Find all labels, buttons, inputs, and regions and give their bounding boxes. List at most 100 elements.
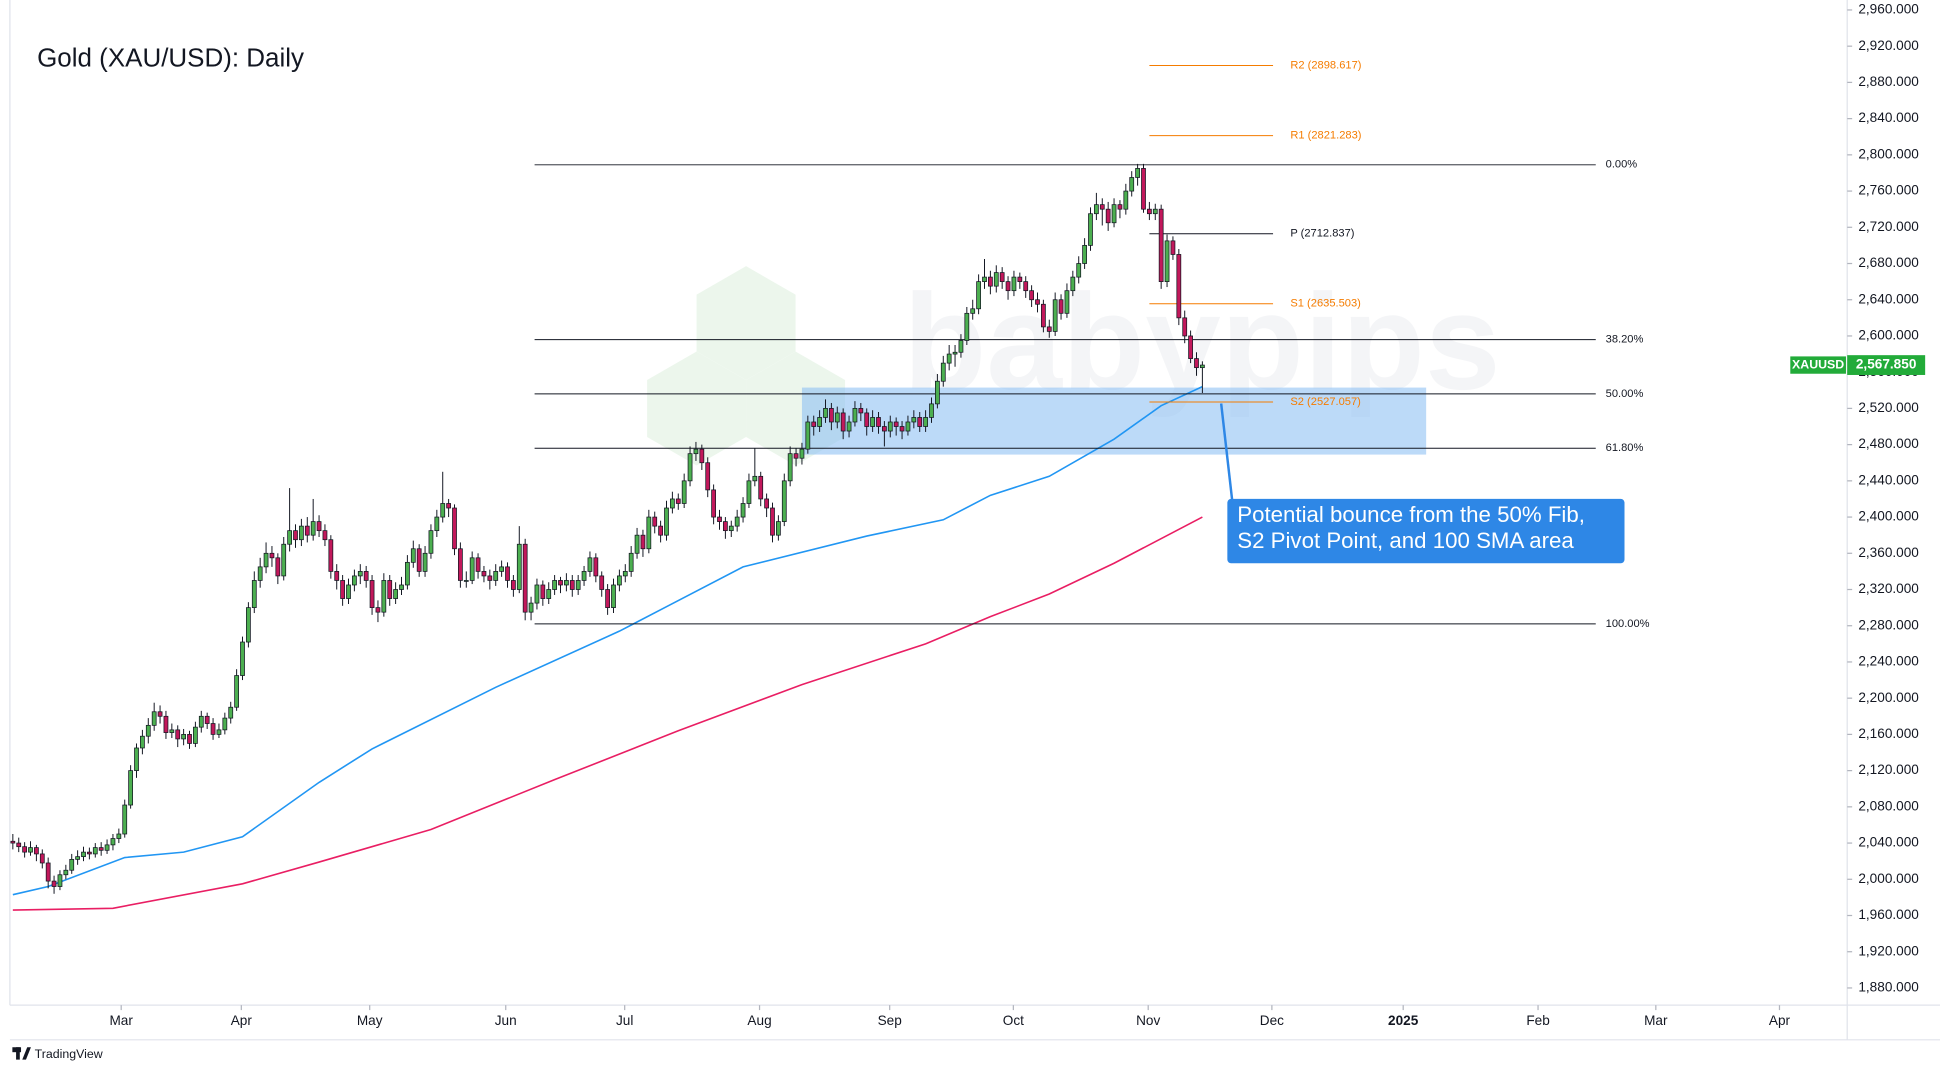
chart-title: Gold (XAU/USD): Daily: [37, 42, 304, 72]
x-tick-label: 2025: [1388, 1013, 1419, 1028]
candle-body: [204, 715, 210, 724]
candle-body: [352, 575, 357, 586]
candle-body: [764, 498, 769, 509]
candle-body: [893, 421, 899, 427]
candle-body: [864, 412, 870, 427]
x-tick-label: Apr: [231, 1013, 253, 1028]
candle-body: [399, 584, 404, 590]
branding-logo: [12, 1047, 31, 1060]
candle-body: [228, 706, 234, 719]
candle-body: [434, 516, 440, 532]
candle-body: [98, 847, 104, 851]
candle-body: [1200, 364, 1205, 369]
candle-body: [1176, 254, 1182, 319]
candle-body: [970, 308, 976, 314]
candle-body: [10, 840, 16, 844]
fib-label: 61.80%: [1606, 442, 1644, 454]
candle-body: [299, 525, 304, 541]
candle-body: [422, 552, 428, 572]
candle-body: [534, 584, 540, 604]
candle-body: [781, 480, 787, 522]
y-tick-label: 1,920.000: [1858, 943, 1919, 958]
candle-body: [528, 602, 534, 613]
y-tick-label: 2,000.000: [1858, 871, 1919, 886]
x-tick-label: Mar: [109, 1013, 133, 1028]
y-tick-label: 2,280.000: [1858, 617, 1919, 632]
candle-body: [776, 521, 781, 536]
candle-body: [357, 571, 363, 577]
candle-body: [1135, 168, 1140, 178]
candle-body: [587, 557, 593, 572]
candle-body: [640, 534, 646, 550]
candle-body: [599, 575, 605, 590]
candle-body: [552, 580, 557, 590]
candle-body: [116, 833, 122, 839]
candle-body: [304, 525, 310, 536]
candle-body: [1188, 335, 1193, 359]
candle-body: [522, 543, 528, 613]
candle-body: [446, 503, 451, 509]
candle-body: [858, 408, 864, 414]
candle-body: [511, 580, 516, 590]
candle-body: [1099, 204, 1105, 210]
candle-body: [1005, 281, 1011, 292]
candle-body: [882, 426, 887, 432]
candle-body: [1111, 204, 1117, 224]
candle-body: [670, 498, 675, 509]
candle-body: [675, 498, 681, 504]
candle-body: [870, 417, 875, 427]
candle-body: [110, 838, 116, 846]
x-tick-label: May: [357, 1013, 383, 1028]
candle-body: [1088, 213, 1093, 246]
candle-body: [575, 580, 581, 590]
y-tick-label: 2,960.000: [1858, 2, 1919, 17]
candle-body: [1158, 208, 1164, 282]
candle-body: [811, 421, 817, 427]
candle-body: [622, 571, 628, 577]
candle-body: [1076, 263, 1082, 278]
moving-average-line: [12, 385, 1203, 896]
candle-body: [458, 548, 463, 581]
candle-body: [923, 417, 928, 427]
candle-body: [664, 507, 669, 536]
fib-label: 38.20%: [1606, 334, 1644, 346]
candle-body: [1035, 299, 1040, 305]
annotation-box: [1227, 498, 1625, 564]
candle-body: [428, 530, 434, 554]
candle-body: [1064, 290, 1070, 314]
candle-body: [63, 869, 69, 876]
candle-body: [1170, 240, 1176, 255]
candle-body: [646, 516, 652, 550]
candle-body: [628, 552, 634, 572]
candle-body: [251, 580, 257, 608]
candle-body: [711, 489, 716, 518]
annotation-text: S2 Pivot Point, and 100 SMA area: [1237, 528, 1574, 553]
x-tick-label: Jun: [495, 1013, 517, 1028]
y-tick-label: 2,720.000: [1858, 219, 1919, 234]
candle-body: [693, 448, 699, 455]
pivot-label: R1 (2821.283): [1290, 130, 1361, 142]
candle-body: [34, 847, 39, 855]
y-tick-label: 2,680.000: [1858, 255, 1919, 270]
candle-body: [322, 530, 328, 541]
candle-body: [817, 417, 822, 427]
candle-body: [1141, 168, 1146, 210]
candle-body: [946, 353, 952, 364]
candle-body: [1117, 204, 1123, 210]
y-tick-label: 2,160.000: [1858, 726, 1919, 741]
y-tick-label: 2,520.000: [1858, 400, 1919, 415]
y-tick-label: 2,040.000: [1858, 835, 1919, 850]
candle-body: [316, 521, 322, 532]
y-tick-label: 1,880.000: [1858, 980, 1919, 995]
candle-body: [876, 417, 881, 427]
pivot-label: S1 (2635.503): [1290, 298, 1361, 310]
candle-body: [687, 453, 693, 482]
candle-body: [1029, 290, 1034, 301]
candle-body: [658, 525, 663, 536]
candle-body: [493, 571, 499, 581]
candle-body: [770, 507, 775, 536]
candle-body: [540, 584, 546, 599]
candle-body: [846, 421, 852, 432]
